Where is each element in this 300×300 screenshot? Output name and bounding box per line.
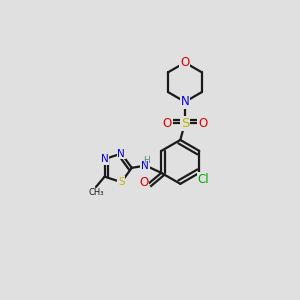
- Text: N: N: [181, 95, 189, 108]
- Text: H: H: [143, 156, 150, 165]
- Text: O: O: [198, 117, 207, 130]
- Text: S: S: [181, 117, 189, 130]
- Text: S: S: [118, 177, 125, 187]
- Text: O: O: [180, 56, 190, 69]
- Text: N: N: [101, 154, 109, 164]
- Text: N: N: [141, 160, 149, 170]
- Text: CH₃: CH₃: [88, 188, 104, 197]
- Text: O: O: [139, 176, 148, 189]
- Text: Cl: Cl: [198, 173, 209, 186]
- Text: N: N: [118, 148, 125, 159]
- Text: O: O: [163, 117, 172, 130]
